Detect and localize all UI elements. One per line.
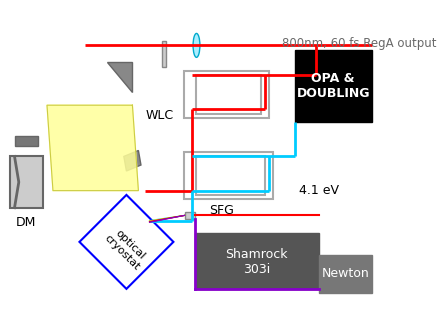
Text: WLC: WLC [145, 110, 174, 122]
Polygon shape [107, 62, 133, 92]
Bar [10, 156, 43, 208]
Bar [319, 255, 372, 293]
Text: Shamrock
303i: Shamrock 303i [225, 248, 287, 276]
Bar [15, 136, 38, 146]
Text: SFG: SFG [209, 204, 234, 217]
Ellipse shape [193, 33, 200, 57]
Bar [185, 212, 195, 219]
Bar [184, 71, 269, 118]
Polygon shape [80, 195, 174, 289]
Text: 800nm, 60 fs RegA output: 800nm, 60 fs RegA output [282, 37, 437, 50]
Text: optical
cryostat: optical cryostat [103, 225, 150, 273]
Text: 4.1 eV: 4.1 eV [299, 184, 339, 197]
Bar [197, 75, 261, 114]
Polygon shape [47, 105, 138, 191]
Bar [195, 233, 319, 289]
Bar [184, 152, 273, 199]
Text: DM: DM [16, 216, 36, 229]
Text: Newton: Newton [321, 267, 369, 280]
Bar [197, 156, 265, 195]
Bar [162, 41, 166, 67]
Polygon shape [124, 150, 141, 171]
Bar [295, 50, 372, 122]
Text: OPA &
DOUBLING: OPA & DOUBLING [296, 72, 370, 100]
